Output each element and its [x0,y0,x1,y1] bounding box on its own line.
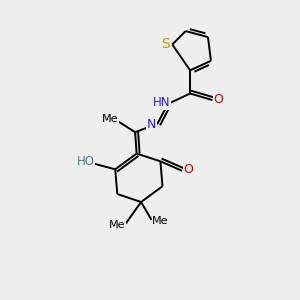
Text: O: O [184,163,194,176]
Text: S: S [161,37,170,51]
Text: HO: HO [76,155,94,168]
Text: Me: Me [109,220,125,230]
Text: HN: HN [152,96,170,109]
Text: N: N [147,118,156,131]
Text: Me: Me [152,216,169,226]
Text: Me: Me [102,114,119,124]
Text: O: O [213,93,223,106]
